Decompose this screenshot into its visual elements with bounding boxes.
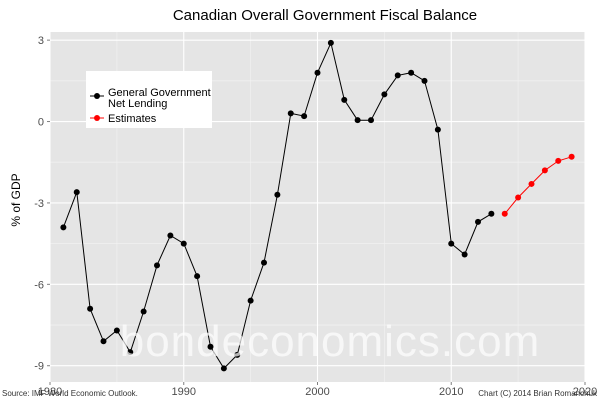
data-point-net-lending [247, 297, 254, 304]
data-point-net-lending [461, 251, 468, 258]
data-point-net-lending [113, 327, 120, 334]
y-axis-title: % of GDP [9, 173, 23, 226]
data-point-net-lending [327, 39, 334, 46]
legend: General Government Net Lending Estimates [86, 71, 212, 128]
legend-label-estimates: Estimates [108, 113, 157, 125]
x-tick-labels: 1980 1990 2000 2010 2020 [38, 382, 597, 398]
y-tick-label: -6 [34, 279, 44, 291]
data-point-net-lending [60, 224, 67, 231]
y-tick-labels: 3 0 -3 -6 -9 [34, 35, 50, 373]
data-point-estimates [541, 167, 548, 174]
data-point-net-lending [448, 240, 455, 247]
data-point-net-lending [421, 77, 428, 84]
legend-box [86, 71, 212, 128]
source-note: Source: IMF World Economic Outlook. [2, 389, 138, 398]
series-layer [60, 39, 575, 372]
data-point-net-lending [341, 96, 348, 103]
watermark: bondeconomics.com [120, 317, 541, 366]
chart-title: Canadian Overall Government Fiscal Balan… [173, 7, 477, 24]
data-point-net-lending [87, 305, 94, 312]
data-point-net-lending [220, 365, 227, 372]
data-point-net-lending [73, 189, 80, 196]
data-point-net-lending [140, 308, 147, 315]
data-point-net-lending [180, 240, 187, 247]
data-point-estimates [515, 194, 522, 201]
y-tick-label: -9 [34, 361, 44, 373]
legend-label-net-lending-line1: General Government [108, 87, 211, 99]
legend-label-net-lending-line2: Net Lending [108, 98, 167, 110]
data-point-net-lending [434, 126, 441, 133]
data-point-net-lending [194, 273, 201, 280]
data-point-estimates [528, 180, 535, 187]
y-tick-label: -3 [34, 198, 44, 210]
data-point-net-lending [475, 218, 481, 225]
legend-marker-net-lending [94, 93, 100, 99]
x-tick-label: 2010 [439, 386, 463, 398]
data-point-net-lending [287, 110, 294, 117]
data-point-net-lending [100, 338, 107, 345]
data-point-net-lending [207, 343, 214, 350]
grid-major [49, 32, 586, 382]
data-point-net-lending [274, 191, 281, 198]
data-point-net-lending [354, 117, 361, 124]
data-point-estimates [501, 210, 508, 217]
data-point-net-lending [488, 210, 495, 217]
data-point-net-lending [167, 232, 174, 239]
x-tick-label: 2020 [573, 386, 597, 398]
y-tick-label: 3 [38, 35, 44, 47]
credit-note: Chart (C) 2014 Brian Romanchuk [478, 389, 598, 398]
data-point-net-lending [408, 69, 415, 76]
data-point-net-lending [381, 91, 388, 98]
x-tick-label: 2000 [305, 386, 329, 398]
data-point-net-lending [301, 113, 308, 120]
y-tick-label: 0 [38, 117, 44, 129]
x-tick-label: 1980 [38, 386, 62, 398]
data-point-estimates [555, 157, 562, 164]
data-point-net-lending [394, 72, 401, 79]
data-point-estimates [568, 153, 575, 160]
legend-marker-estimates [94, 115, 100, 121]
data-point-net-lending [127, 349, 134, 356]
data-point-net-lending [154, 262, 160, 269]
data-point-net-lending [234, 351, 241, 358]
data-point-net-lending [368, 117, 374, 124]
data-point-net-lending [261, 259, 267, 266]
x-tick-label: 1990 [172, 386, 196, 398]
data-point-net-lending [314, 69, 321, 76]
